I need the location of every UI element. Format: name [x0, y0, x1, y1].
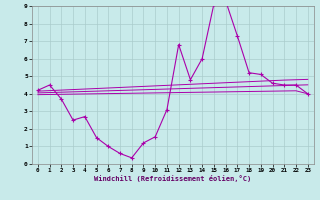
X-axis label: Windchill (Refroidissement éolien,°C): Windchill (Refroidissement éolien,°C)	[94, 175, 252, 182]
